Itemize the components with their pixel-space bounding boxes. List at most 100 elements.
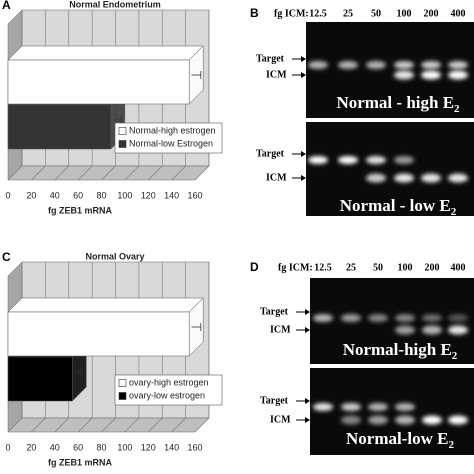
band <box>394 61 414 69</box>
target-label: Target <box>256 53 285 64</box>
lane-label: 25 <box>346 262 356 273</box>
floor-grid-line <box>54 417 69 433</box>
legend-label: Normal-high estrogen <box>129 125 216 135</box>
floor-grid-line <box>171 165 186 181</box>
x-axis-label: fg ZEB1 mRNA <box>48 457 113 467</box>
x-tick-label: 160 <box>187 190 202 200</box>
floor-grid-line <box>124 165 140 181</box>
floor-grid-line <box>31 165 46 181</box>
caption-subscript: 2 <box>454 103 460 115</box>
arrow-head <box>305 327 310 333</box>
band <box>395 415 415 425</box>
bar <box>7 104 112 150</box>
legend-swatch <box>118 392 127 400</box>
caption-subscript: 2 <box>451 206 457 218</box>
panel-label: B <box>250 6 259 20</box>
band <box>338 61 358 69</box>
band <box>366 61 386 69</box>
band <box>422 415 442 425</box>
target-label: Target <box>256 148 285 159</box>
legend-swatch <box>118 140 127 148</box>
floor-grid-line <box>77 165 93 181</box>
band <box>366 156 386 164</box>
gel <box>310 368 474 455</box>
band <box>366 173 386 183</box>
arrow-head <box>305 417 310 423</box>
band <box>368 403 388 411</box>
band <box>368 314 388 322</box>
bar <box>7 356 73 402</box>
band <box>421 173 441 183</box>
gel-caption: Normal - high E2 <box>336 93 460 115</box>
floor-grid-line <box>31 417 46 433</box>
floor-grid-line <box>194 165 210 181</box>
band <box>395 325 415 335</box>
icm-label: ICM <box>266 172 287 183</box>
x-tick-label: 100 <box>117 442 132 452</box>
band <box>421 70 441 80</box>
floor-grid-line <box>7 417 23 433</box>
lane-label: 25 <box>343 8 353 19</box>
chart-title: Normal Ovary <box>85 251 144 261</box>
floor-grid-line <box>7 165 23 181</box>
floor-grid-line <box>124 417 140 433</box>
legend-swatch <box>118 379 127 387</box>
lane-label: 200 <box>424 8 439 19</box>
band <box>395 403 415 411</box>
arrow-head <box>301 56 306 62</box>
arrow-head <box>305 398 310 404</box>
lane-header: fg ICM: <box>278 262 313 273</box>
arrow-head <box>301 175 306 181</box>
lane-label: 12.5 <box>314 262 332 273</box>
panel-label: A <box>2 0 11 12</box>
band <box>448 173 468 183</box>
gel <box>306 122 474 216</box>
caption-text: Normal - high E <box>336 93 454 112</box>
band <box>341 403 361 411</box>
x-tick-label: 60 <box>73 190 83 200</box>
band <box>341 314 361 322</box>
x-tick-label: 140 <box>164 190 179 200</box>
x-tick-label: 100 <box>117 190 132 200</box>
floor-grid-line <box>101 165 116 181</box>
x-tick-label: 40 <box>50 190 60 200</box>
x-tick-label: 120 <box>141 442 156 452</box>
lane-label: 400 <box>451 8 466 19</box>
caption-text: Normal - low E <box>340 196 451 215</box>
gel-caption: Normal-high E2 <box>343 340 458 362</box>
x-tick-label: 140 <box>164 442 179 452</box>
legend-label: Normal-low Estrogen <box>129 138 213 148</box>
caption-subscript: 2 <box>448 439 454 451</box>
gel <box>310 278 474 364</box>
icm-label: ICM <box>270 414 291 425</box>
x-tick-label: 120 <box>141 190 156 200</box>
icm-label: ICM <box>266 69 287 80</box>
band <box>448 70 468 80</box>
band <box>341 415 361 425</box>
target-label: Target <box>260 306 289 317</box>
panel-label: D <box>250 260 259 274</box>
legend-box <box>114 122 223 154</box>
x-tick-label: 80 <box>96 190 106 200</box>
band <box>422 325 442 335</box>
floor-grid-line <box>148 417 163 433</box>
bar-group <box>7 45 204 105</box>
lane-label: 200 <box>425 262 440 273</box>
band <box>313 403 333 411</box>
caption-subscript: 2 <box>452 350 458 362</box>
caption-text: Normal-low E <box>346 429 448 448</box>
floor-grid-line <box>194 417 210 433</box>
floor-grid-line <box>54 165 69 181</box>
lane-label: 100 <box>398 262 413 273</box>
x-tick-label: 0 <box>5 190 10 200</box>
gel <box>306 22 474 118</box>
arrow-head <box>305 309 310 315</box>
band <box>313 314 333 322</box>
band <box>448 314 468 322</box>
caption-text: Normal-high E <box>343 340 452 359</box>
legend-swatch <box>118 127 127 135</box>
x-tick-label: 80 <box>96 442 106 452</box>
floor-grid-line <box>171 417 186 433</box>
